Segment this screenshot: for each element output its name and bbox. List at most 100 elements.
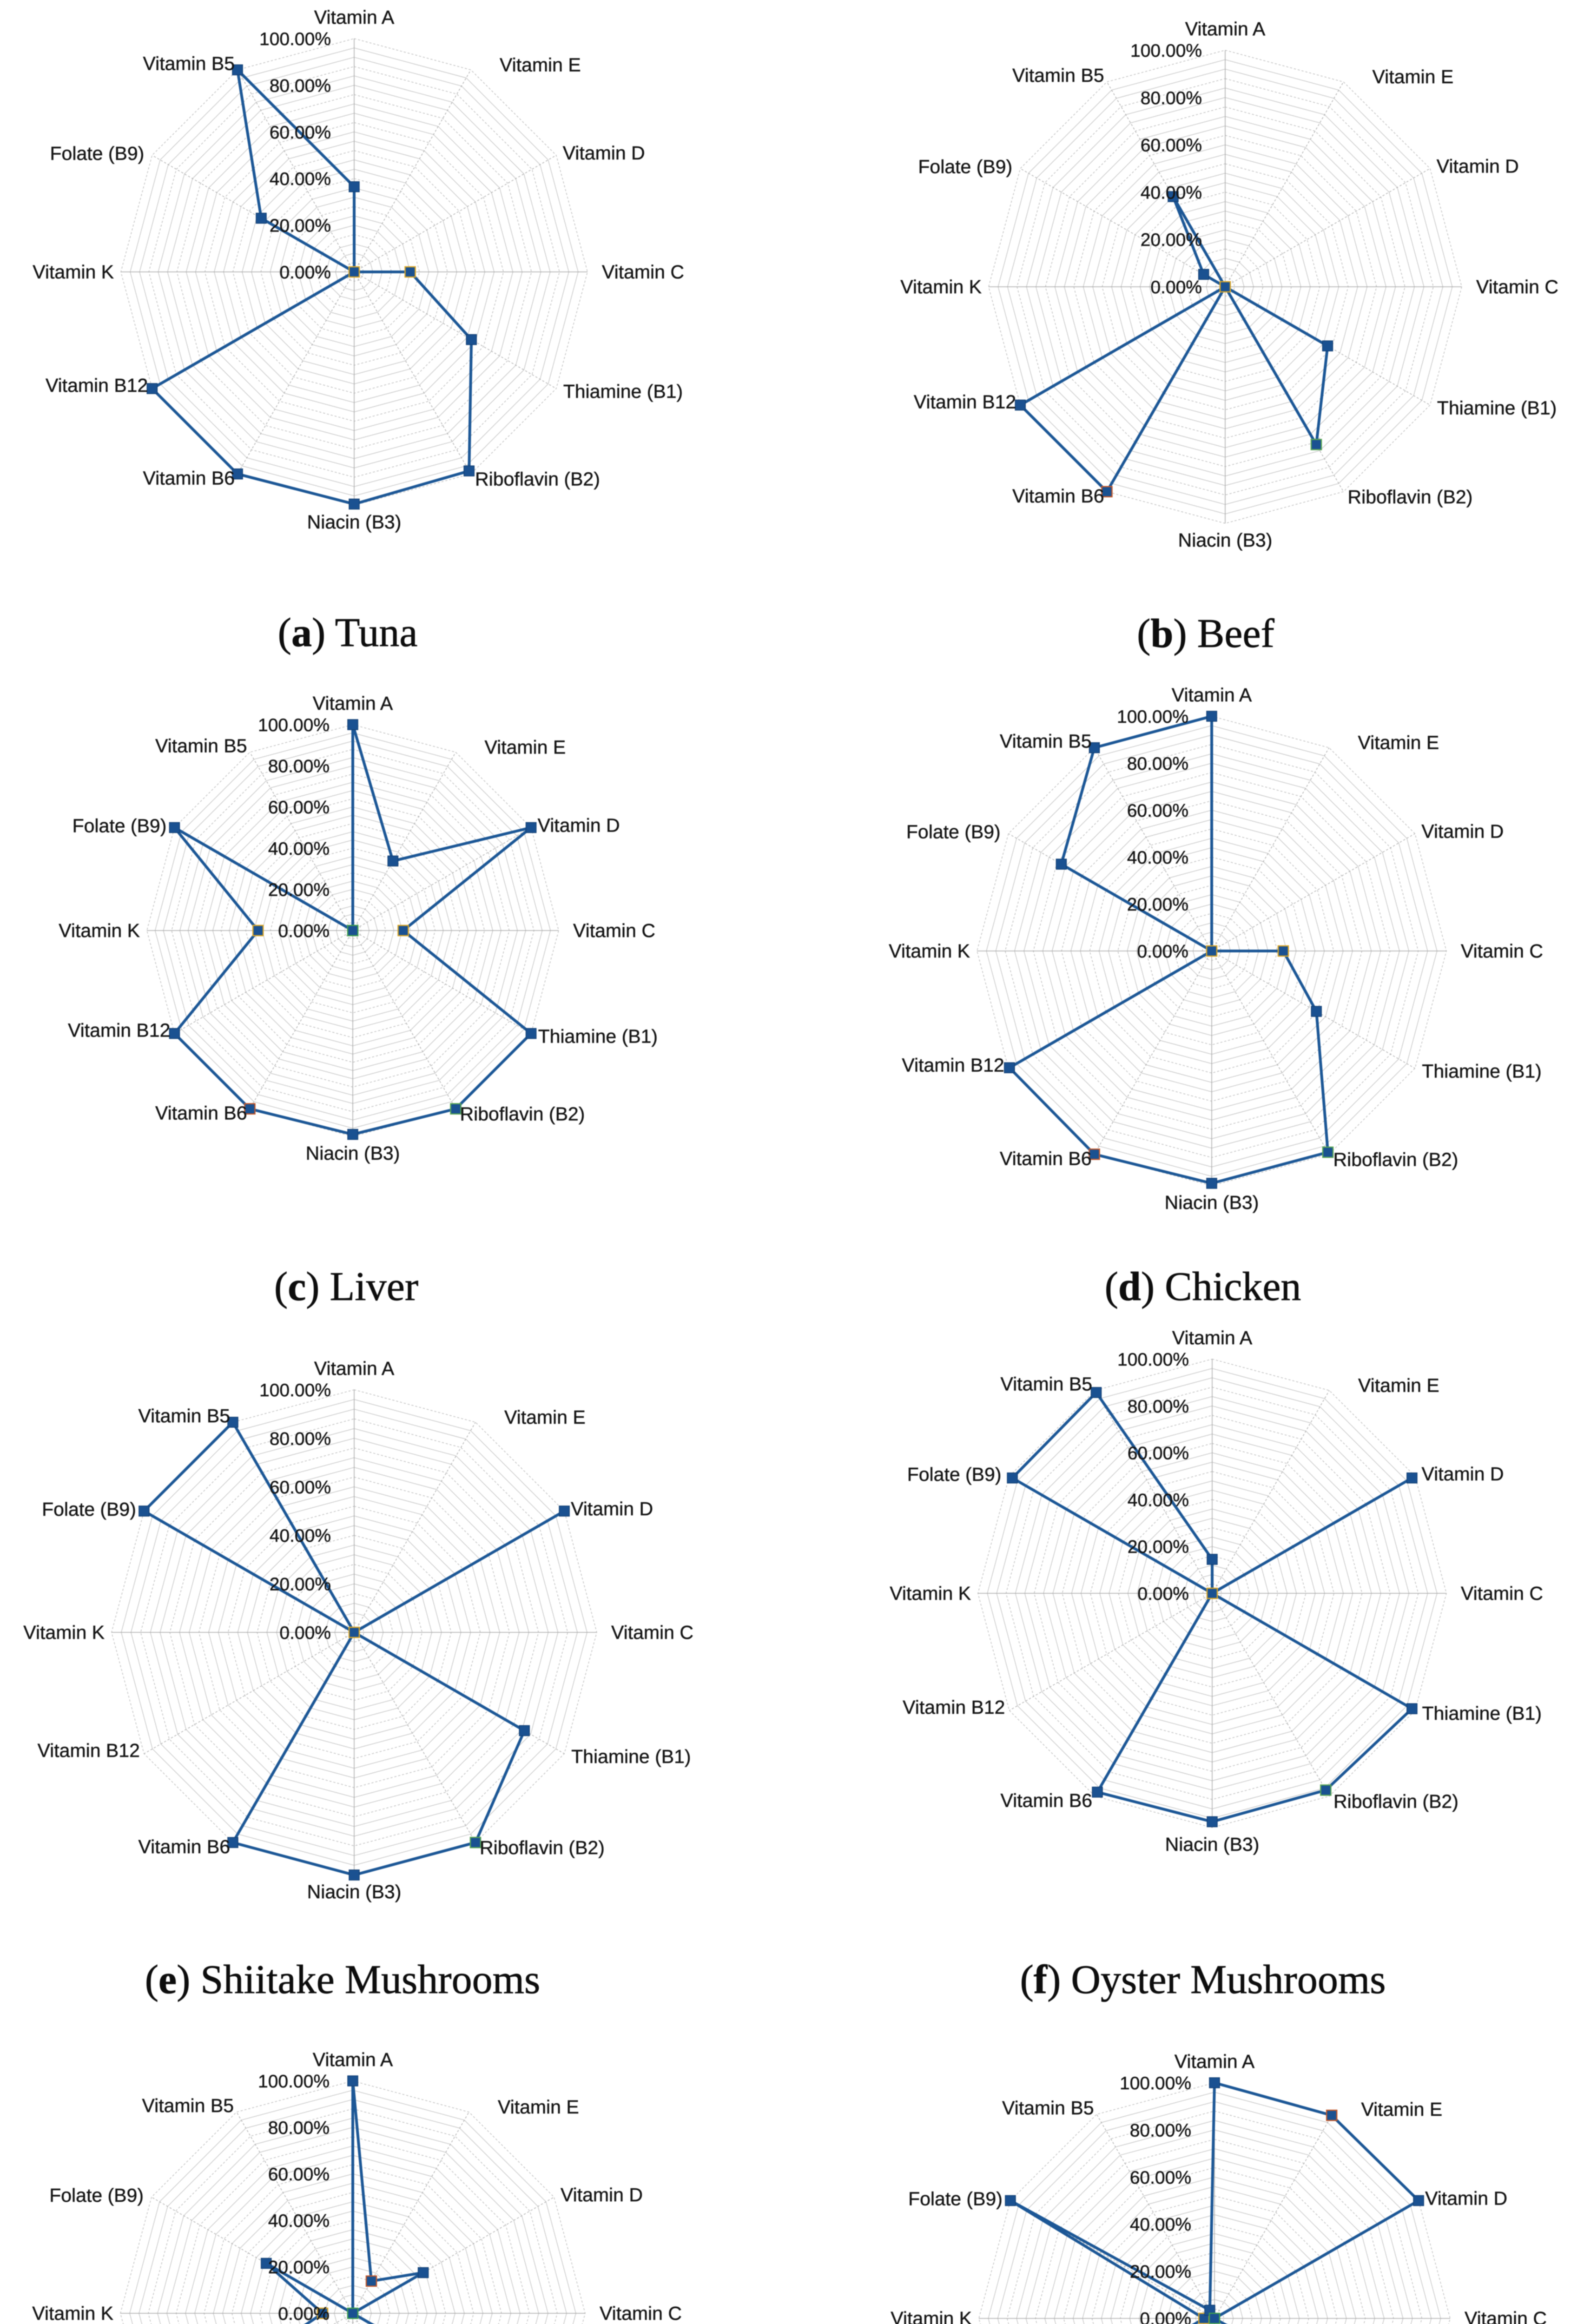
svg-text:Vitamin K: Vitamin K: [23, 1622, 105, 1643]
svg-text:Vitamin B5: Vitamin B5: [1000, 1373, 1092, 1395]
svg-text:Folate (B9): Folate (B9): [908, 2188, 1003, 2210]
svg-text:Vitamin C: Vitamin C: [1461, 940, 1543, 962]
svg-text:Thiamine (B1): Thiamine (B1): [1437, 397, 1557, 419]
svg-text:Vitamin B12: Vitamin B12: [902, 1055, 1004, 1076]
svg-text:Vitamin K: Vitamin K: [32, 2303, 113, 2324]
svg-text:100.00%: 100.00%: [1117, 707, 1188, 727]
svg-text:100.00%: 100.00%: [1120, 2073, 1191, 2093]
svg-text:60.00%: 60.00%: [270, 1478, 331, 1498]
svg-text:60.00%: 60.00%: [1130, 2168, 1191, 2188]
svg-text:60.00%: 60.00%: [1127, 801, 1188, 821]
svg-text:Vitamin B5: Vitamin B5: [1012, 65, 1104, 86]
svg-text:(c) Liver: (c) Liver: [274, 1264, 418, 1309]
svg-text:Vitamin D: Vitamin D: [561, 2184, 643, 2205]
svg-text:Vitamin B5: Vitamin B5: [155, 735, 247, 756]
svg-text:40.00%: 40.00%: [268, 839, 330, 859]
svg-text:20.00%: 20.00%: [270, 216, 331, 236]
svg-text:Folate (B9): Folate (B9): [906, 821, 1001, 843]
svg-text:0.00%: 0.00%: [1150, 277, 1202, 297]
svg-text:80.00%: 80.00%: [1128, 1397, 1189, 1417]
svg-text:Vitamin D: Vitamin D: [538, 815, 620, 836]
svg-text:40.00%: 40.00%: [270, 1526, 331, 1546]
svg-text:0.00%: 0.00%: [279, 1623, 331, 1643]
svg-text:Vitamin A: Vitamin A: [1175, 2051, 1255, 2072]
svg-text:Vitamin C: Vitamin C: [1461, 1583, 1543, 1604]
svg-text:Vitamin D: Vitamin D: [1437, 156, 1519, 177]
svg-text:Vitamin D: Vitamin D: [1421, 821, 1504, 842]
svg-text:20.00%: 20.00%: [268, 2258, 330, 2278]
svg-text:80.00%: 80.00%: [268, 757, 330, 777]
svg-text:(a) Tuna: (a) Tuna: [278, 610, 418, 655]
svg-text:40.00%: 40.00%: [1127, 848, 1188, 868]
svg-text:Vitamin B5: Vitamin B5: [138, 1405, 230, 1426]
svg-text:Vitamin B5: Vitamin B5: [1000, 731, 1092, 752]
svg-text:Vitamin A: Vitamin A: [1172, 1327, 1253, 1348]
svg-text:Niacin (B3): Niacin (B3): [307, 511, 402, 533]
svg-text:Niacin (B3): Niacin (B3): [1178, 529, 1273, 551]
svg-text:Vitamin C: Vitamin C: [1476, 276, 1558, 297]
svg-text:Vitamin B12: Vitamin B12: [38, 1740, 140, 1761]
svg-text:20.00%: 20.00%: [1141, 230, 1202, 250]
svg-text:40.00%: 40.00%: [1130, 2215, 1191, 2235]
svg-text:80.00%: 80.00%: [268, 2118, 330, 2138]
svg-text:60.00%: 60.00%: [1128, 1444, 1189, 1464]
svg-text:Folate (B9): Folate (B9): [50, 143, 144, 164]
svg-text:Thiamine (B1): Thiamine (B1): [538, 1026, 658, 1047]
svg-text:20.00%: 20.00%: [1127, 895, 1188, 915]
svg-text:Vitamin B6: Vitamin B6: [1000, 1148, 1092, 1169]
svg-text:(e) Shiitake Mushrooms: (e) Shiitake Mushrooms: [145, 1957, 541, 2002]
svg-text:100.00%: 100.00%: [1130, 41, 1202, 61]
svg-text:20.00%: 20.00%: [270, 1575, 331, 1595]
svg-text:0.00%: 0.00%: [1140, 2309, 1191, 2324]
svg-text:Vitamin C: Vitamin C: [611, 1622, 693, 1643]
svg-text:80.00%: 80.00%: [1130, 2120, 1191, 2140]
svg-text:Vitamin E: Vitamin E: [1373, 66, 1454, 87]
svg-text:Vitamin B6: Vitamin B6: [155, 1103, 247, 1124]
svg-text:20.00%: 20.00%: [1130, 2262, 1191, 2282]
svg-text:40.00%: 40.00%: [268, 2211, 330, 2231]
svg-text:Vitamin A: Vitamin A: [1185, 18, 1266, 40]
svg-text:Vitamin B5: Vitamin B5: [143, 53, 235, 74]
svg-text:Vitamin E: Vitamin E: [1358, 1375, 1439, 1396]
svg-text:Niacin (B3): Niacin (B3): [1165, 1834, 1260, 1855]
svg-text:Folate (B9): Folate (B9): [73, 815, 167, 837]
svg-text:Vitamin B5: Vitamin B5: [1002, 2097, 1094, 2119]
svg-text:Vitamin B6: Vitamin B6: [1012, 485, 1104, 507]
svg-text:Niacin (B3): Niacin (B3): [1165, 1192, 1259, 1213]
svg-text:Vitamin K: Vitamin K: [889, 940, 970, 962]
svg-text:Vitamin K: Vitamin K: [890, 1583, 971, 1604]
svg-text:40.00%: 40.00%: [1128, 1490, 1189, 1510]
svg-text:60.00%: 60.00%: [268, 2165, 330, 2185]
svg-text:0.00%: 0.00%: [278, 921, 330, 941]
svg-text:Vitamin B6: Vitamin B6: [143, 468, 235, 489]
svg-text:0.00%: 0.00%: [1137, 1584, 1189, 1604]
svg-text:Riboflavin (B2): Riboflavin (B2): [1333, 1791, 1459, 1812]
svg-text:Vitamin K: Vitamin K: [59, 920, 140, 941]
svg-text:(f) Oyster Mushrooms: (f) Oyster Mushrooms: [1020, 1957, 1386, 2002]
svg-text:100.00%: 100.00%: [1117, 1350, 1189, 1370]
svg-text:100.00%: 100.00%: [259, 29, 331, 49]
svg-text:Vitamin D: Vitamin D: [1422, 1463, 1504, 1485]
svg-text:Riboflavin (B2): Riboflavin (B2): [1333, 1149, 1459, 1170]
svg-text:Vitamin A: Vitamin A: [314, 1358, 395, 1379]
svg-text:Folate (B9): Folate (B9): [907, 1464, 1002, 1485]
svg-text:Vitamin E: Vitamin E: [498, 2096, 579, 2118]
svg-text:100.00%: 100.00%: [259, 1380, 331, 1400]
svg-text:Vitamin B5: Vitamin B5: [142, 2095, 234, 2116]
svg-text:Vitamin B12: Vitamin B12: [903, 1697, 1005, 1718]
svg-text:Vitamin B6: Vitamin B6: [1000, 1790, 1092, 1811]
svg-text:Vitamin K: Vitamin K: [33, 261, 114, 283]
svg-text:Thiamine (B1): Thiamine (B1): [563, 381, 683, 402]
svg-text:Niacin (B3): Niacin (B3): [307, 1881, 402, 1902]
svg-text:80.00%: 80.00%: [270, 76, 331, 96]
svg-text:Niacin (B3): Niacin (B3): [306, 1142, 400, 1164]
svg-text:Vitamin E: Vitamin E: [1358, 732, 1439, 753]
svg-text:40.00%: 40.00%: [270, 169, 331, 189]
svg-text:Vitamin B12: Vitamin B12: [46, 375, 148, 396]
svg-text:60.00%: 60.00%: [270, 123, 331, 143]
svg-text:0.00%: 0.00%: [278, 2304, 330, 2324]
svg-text:Folate (B9): Folate (B9): [49, 2185, 144, 2206]
svg-text:0.00%: 0.00%: [1137, 942, 1188, 962]
svg-text:Vitamin A: Vitamin A: [313, 2049, 393, 2070]
svg-text:Vitamin D: Vitamin D: [563, 142, 645, 164]
